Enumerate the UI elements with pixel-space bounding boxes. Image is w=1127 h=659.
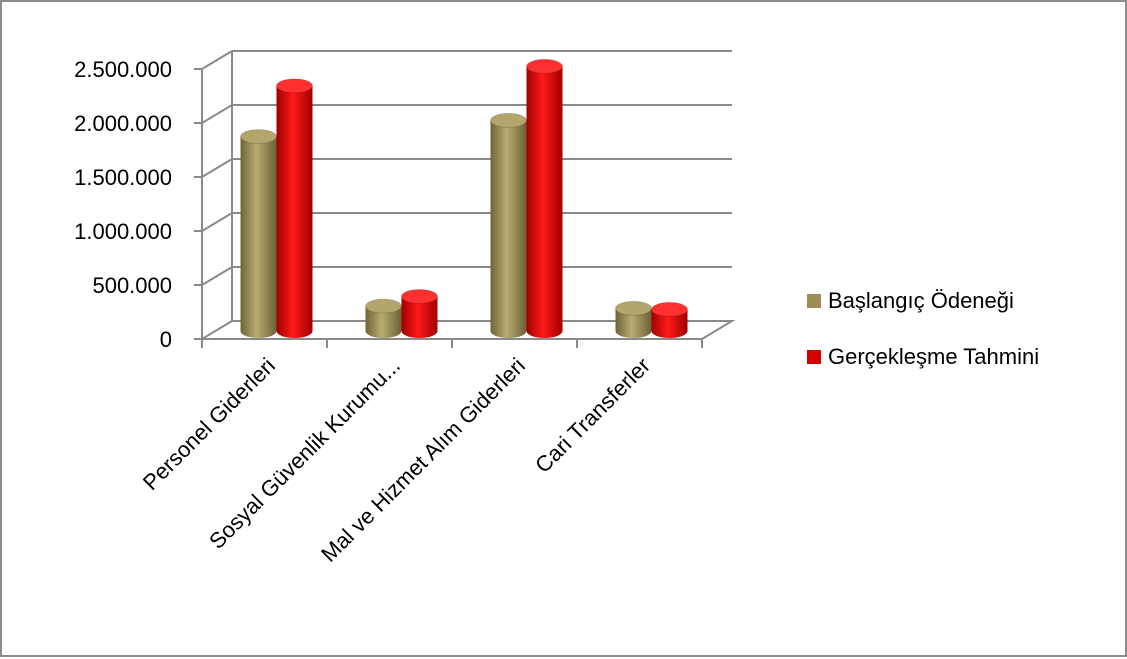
chart-walls bbox=[198, 50, 736, 340]
bar bbox=[276, 78, 313, 339]
legend-swatch bbox=[807, 294, 821, 308]
bar-top bbox=[615, 300, 652, 316]
bar-top bbox=[276, 78, 313, 94]
bar bbox=[401, 288, 438, 339]
legend-label: Başlangıç Ödeneği bbox=[828, 288, 1014, 313]
bar-body bbox=[526, 66, 563, 339]
y-tick-label: 1.500.000 bbox=[74, 165, 172, 190]
floor bbox=[198, 320, 736, 340]
legend: Başlangıç Ödeneği Gerçekleşme Tahmini bbox=[807, 288, 1039, 369]
bar bbox=[651, 301, 688, 339]
bar-top bbox=[240, 129, 277, 145]
bar-top bbox=[365, 298, 402, 314]
bar bbox=[490, 112, 527, 339]
bar-body bbox=[401, 296, 438, 339]
bar bbox=[365, 298, 402, 339]
x-tick-label: Personel Giderleri bbox=[138, 353, 280, 495]
bar bbox=[615, 300, 652, 339]
y-axis: 0 500.000 1.000.000 1.500.000 2.000.000 2.500… bbox=[74, 57, 202, 352]
bar-top bbox=[526, 58, 563, 74]
bar-top bbox=[651, 301, 688, 317]
bars bbox=[240, 58, 688, 339]
y-tick-label: 500.000 bbox=[92, 273, 172, 298]
bar-body bbox=[651, 309, 688, 339]
gridline-side bbox=[201, 266, 233, 286]
y-tick-label: 0 bbox=[160, 327, 172, 352]
x-tick-label: Cari Transferler bbox=[530, 353, 655, 478]
gridline-side bbox=[201, 158, 233, 178]
bar-body bbox=[276, 85, 313, 339]
bar-top bbox=[490, 112, 527, 128]
x-tick-label: Mal ve Hizmet Alım Giderleri bbox=[316, 353, 530, 567]
y-tick-label: 2.500.000 bbox=[74, 57, 172, 82]
bar bbox=[526, 58, 563, 339]
gridline-side bbox=[201, 212, 233, 232]
gridline-side bbox=[201, 104, 233, 124]
legend-label: Gerçekleşme Tahmini bbox=[828, 344, 1039, 369]
bar-body bbox=[615, 308, 652, 339]
legend-swatch bbox=[807, 350, 821, 364]
bar-body bbox=[490, 120, 527, 339]
bar bbox=[240, 129, 277, 339]
bar-body bbox=[240, 136, 277, 339]
y-tick-label: 2.000.000 bbox=[74, 111, 172, 136]
bar-body bbox=[365, 306, 402, 339]
y-tick-label: 1.000.000 bbox=[74, 219, 172, 244]
bar-top bbox=[401, 288, 438, 304]
gridline-side bbox=[201, 50, 233, 70]
